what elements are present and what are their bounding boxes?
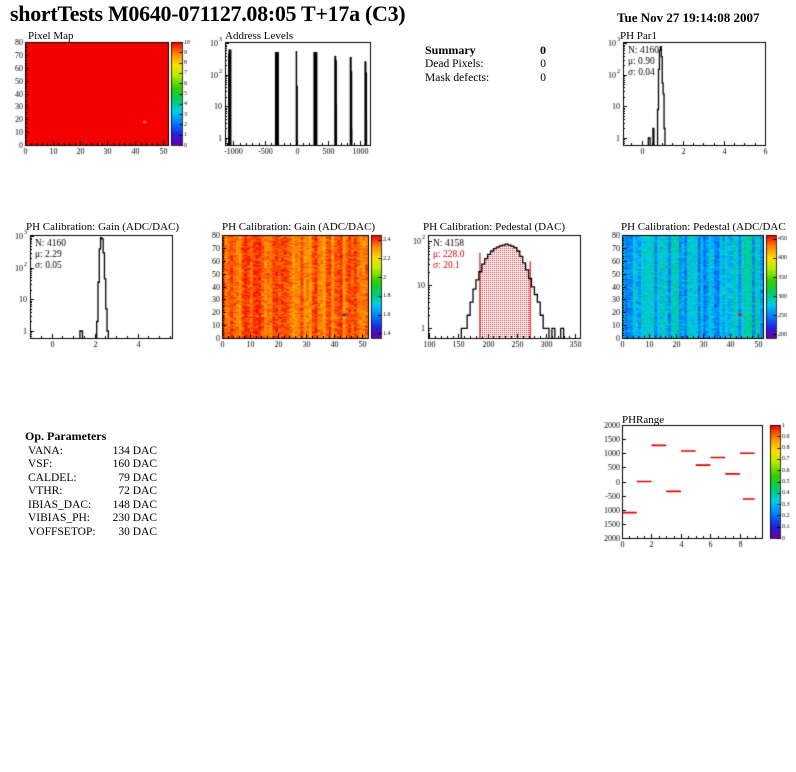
op-param-value: 148 DAC (112, 499, 157, 511)
summary-mask-defects-label: Mask defects: (425, 72, 490, 84)
summary-title: Summary (425, 43, 476, 57)
pedestal-hist-canvas (398, 218, 597, 358)
op-param-value: 30 DAC (118, 526, 157, 538)
summary-dead-pixels-label: Dead Pixels: (425, 58, 484, 70)
op-param-label: CALDEL: (28, 472, 77, 484)
op-param-label: VIBIAS_PH: (28, 512, 90, 524)
page-title: shortTests M0640-071127.08:05 T+17a (C3) (10, 1, 406, 26)
timestamp: Tue Nov 27 19:14:08 2007 (617, 10, 760, 25)
op-param-value: 160 DAC (112, 458, 157, 470)
op-param-value: 230 DAC (112, 512, 157, 524)
gain-hist-canvas (0, 218, 199, 358)
op-parameters-title: Op. Parameters (25, 429, 107, 443)
summary-dead-pixels-value: 0 (540, 58, 546, 70)
op-param-value: 134 DAC (112, 445, 157, 457)
pixel-map-canvas (0, 28, 199, 160)
op-param-value: 72 DAC (118, 485, 157, 497)
gain-map-canvas (199, 218, 398, 358)
ph-range-canvas (597, 408, 796, 560)
address-levels-canvas (199, 28, 398, 160)
summary-total: 0 (540, 43, 546, 57)
op-param-label: VSF: (28, 458, 53, 470)
pedestal-map-canvas (597, 218, 796, 358)
ph-par1-canvas (597, 28, 796, 160)
op-param-label: VOFFSETOP: (28, 526, 96, 538)
op-param-label: VANA: (28, 445, 63, 457)
op-param-label: VTHR: (28, 485, 63, 497)
op-param-label: IBIAS_DAC: (28, 499, 92, 511)
summary-mask-defects-value: 0 (540, 72, 546, 84)
op-param-value: 79 DAC (118, 472, 157, 484)
